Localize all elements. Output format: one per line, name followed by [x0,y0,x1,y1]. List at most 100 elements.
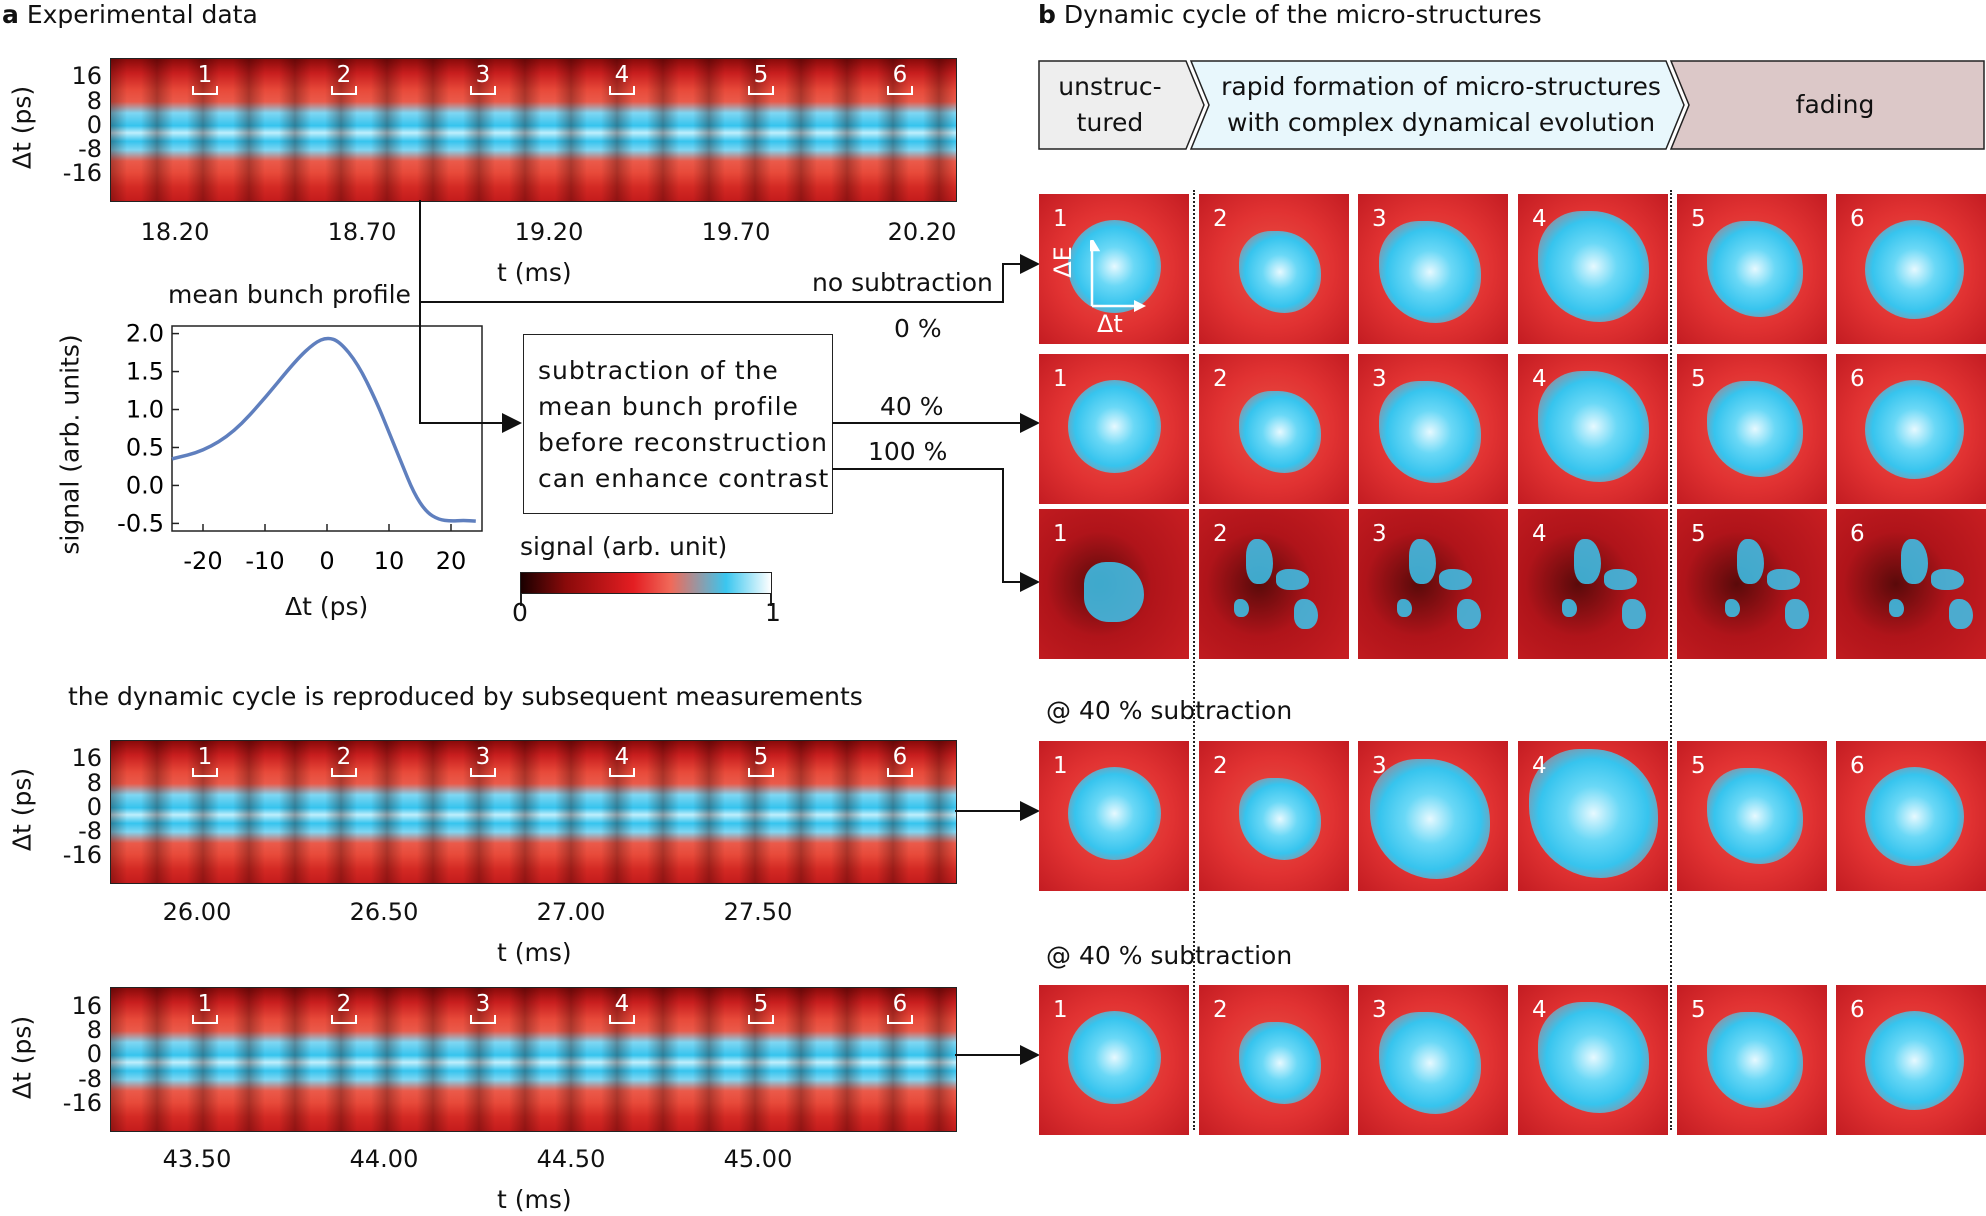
heatmap-2-xtick: 27.00 [536,898,606,926]
heatmap-1-xtick: 20.20 [887,218,957,246]
reconstruction-tile: 3 [1358,509,1508,659]
tile-number: 2 [1213,521,1228,547]
phase-space-blob [1238,777,1322,861]
heatmap-1-image [110,58,957,202]
heatmap-2-marker-6: 6 [885,746,915,777]
heatmap-1-marker-6: 6 [885,64,915,95]
tile-number: 5 [1691,366,1706,392]
tile-number: 3 [1372,521,1387,547]
heatmap-3-ytick: 16 [71,991,102,1020]
tile-number: 2 [1213,997,1228,1023]
phase-space-blob [1864,379,1964,479]
phase-space-blob [1379,381,1481,483]
tile-number: 1 [1053,753,1068,779]
reconstruction-tile: 4 [1518,509,1668,659]
heatmap-2-marker-2: 2 [329,746,359,777]
heatmap-2-ytick: 8 [86,768,102,797]
panel-b-title-text: Dynamic cycle of the micro-structures [1063,0,1542,29]
heatmap-2-marker-3: 3 [468,746,498,777]
heatmap-1-ytick: 0 [86,110,102,139]
separator-left [1193,190,1195,1130]
colorbar-title: signal (arb. unit) [520,532,728,561]
reconstruction-tile: 4 [1518,194,1668,344]
heatmap-3-xtick: 43.50 [162,1145,232,1173]
reconstruction-tile: 1 [1039,354,1189,504]
mean-profile-ytick: 0.5 [126,433,164,461]
phase-space-blob [1067,766,1161,860]
heatmap-2-marker-1: 1 [190,746,220,777]
heatmap-2-ytick: 16 [71,744,102,773]
tile-number: 3 [1372,997,1387,1023]
mean-profile-xtick: 10 [374,547,405,575]
colorbar-tick-min [520,594,522,606]
tile-number: 4 [1532,521,1547,547]
heatmap-3-marker-6: 6 [885,993,915,1024]
stage-fading: fading [1795,90,1875,119]
tile-number: 5 [1691,997,1706,1023]
heatmap-1-xlabel: t (ms) [497,258,572,287]
phase-space-blob [1785,599,1809,629]
heatmap-1-ytick: -16 [62,159,102,188]
heatmap-3-ytick: -16 [62,1088,102,1117]
label-100-percent: 100 % [868,437,948,466]
heatmap-2-xtick: 26.50 [349,898,419,926]
reconstruction-tile: 5 [1677,741,1827,891]
phase-space-blob [1707,381,1803,477]
tile-number: 4 [1532,997,1547,1023]
phase-space-blob [1084,561,1144,622]
heatmap-2-marker-5: 5 [746,746,776,777]
reconstruction-tile: 5 [1677,509,1827,659]
label-40-percent: 40 % [880,392,944,421]
reconstruction-tile: 2 [1199,194,1349,344]
heatmap-2-ytick: -8 [78,816,102,845]
reconstruction-tile: 4 [1518,354,1668,504]
phase-space-blob [1603,569,1637,590]
panel-a-title-text: Experimental data [26,0,258,29]
mean-profile-xlabel: Δt (ps) [285,592,369,621]
heatmap-3-image [110,987,957,1132]
phase-space-blob [1067,379,1161,473]
stage-unstructured: unstruc- tured [1058,72,1162,137]
heatmap-3-marker-3: 3 [468,993,498,1024]
phase-space-blob [1370,759,1490,879]
phase-space-blob [1707,1012,1803,1108]
heatmap-1-marker-2: 2 [329,64,359,95]
mean-profile-xtick: -20 [183,547,222,575]
tile-number: 6 [1850,521,1865,547]
phase-space-blob [1864,1010,1964,1110]
reconstruction-tile: 2 [1199,741,1349,891]
reconstruction-tile: 6 [1836,985,1986,1135]
heatmap-3-marker-2: 2 [329,993,359,1024]
mean-profile-xtick: 0 [319,547,334,575]
tile-number: 6 [1850,997,1865,1023]
phase-space-blob [1275,569,1309,590]
tile-number: 6 [1850,753,1865,779]
reconstruction-tile: 1 [1039,194,1189,344]
axis-inset-time: Δt [1097,310,1123,338]
reproduce-note: the dynamic cycle is reproduced by subse… [68,682,863,711]
mean-profile-ytick: 1.5 [126,358,164,386]
stage-shape-3 [1669,60,1985,150]
heatmap-1-marker-5: 5 [746,64,776,95]
panel-b-title: b Dynamic cycle of the micro-structures [1038,0,1542,29]
reconstruction-tile: 5 [1677,354,1827,504]
heatmap-3-xtick: 44.50 [536,1145,606,1173]
stage-shape-1 [1038,60,1205,150]
mean-profile-ytick: -0.5 [117,509,164,537]
tile-number: 5 [1691,753,1706,779]
heatmap-2-image [110,740,957,884]
axis-inset [1090,240,1138,308]
phase-space-blob [1725,599,1740,617]
heatmap-2-xlabel: t (ms) [497,938,572,967]
reconstruction-tile: 6 [1836,354,1986,504]
subtraction-line-2: mean bunch profile [538,392,799,421]
heatmap-1-xtick: 19.70 [701,218,771,246]
phase-space-blob [1528,748,1658,878]
phase-space-blob [1707,221,1803,317]
phase-space-blob [1864,766,1964,866]
heatmap-3-marker-5: 5 [746,993,776,1024]
stage-shape-2 [1189,60,1685,150]
phase-space-blob [1238,230,1322,314]
reconstruction-tile: 6 [1836,741,1986,891]
